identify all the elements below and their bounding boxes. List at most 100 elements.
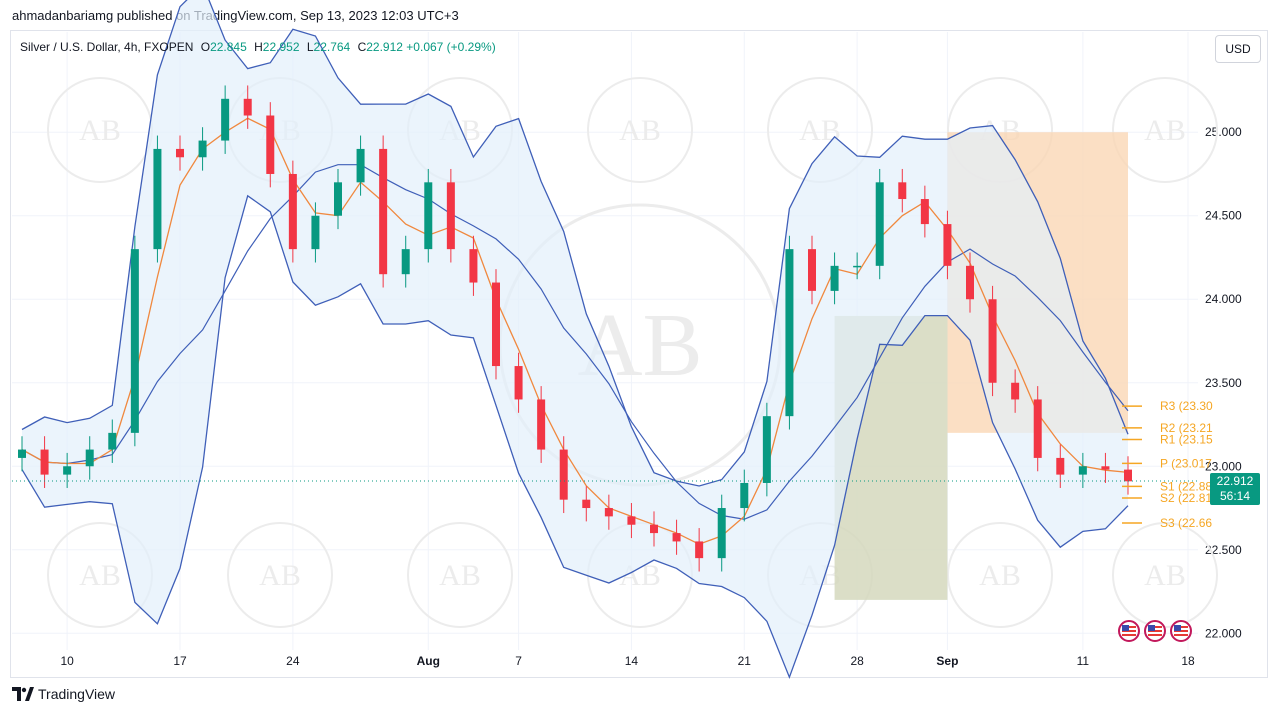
pivot-level-label: P (23.017 <box>1160 456 1212 470</box>
pivot-level-label: R1 (23.15 <box>1160 433 1213 447</box>
candle-body <box>1011 382 1020 400</box>
y-tick-label: 23.000 <box>1205 459 1242 473</box>
candle-body <box>1124 469 1132 482</box>
currency-button[interactable]: USD <box>1215 35 1261 63</box>
watermark-seal <box>407 522 513 628</box>
x-tick-label: 18 <box>1181 654 1195 668</box>
candle-body <box>943 224 952 266</box>
y-tick-label: 25.000 <box>1205 125 1242 139</box>
last-price-box: 22.912 56:14 <box>1210 473 1260 505</box>
candle-body <box>446 182 455 250</box>
open-value: 22.845 <box>210 40 247 54</box>
candle-body <box>63 466 72 475</box>
x-tick-label: 24 <box>286 654 300 668</box>
y-tick-label: 22.500 <box>1205 543 1242 557</box>
candle-body <box>582 499 591 509</box>
y-tick-label: 22.000 <box>1205 626 1242 640</box>
footer: TradingView <box>12 686 115 702</box>
x-tick-label: 28 <box>850 654 864 668</box>
candle-body <box>853 265 862 268</box>
watermark-seal <box>947 522 1053 628</box>
candle-body <box>379 148 388 275</box>
y-tick-label: 23.500 <box>1205 376 1242 390</box>
candle-body <box>762 416 771 483</box>
pivot-level-label: R3 (23.30 <box>1160 399 1213 413</box>
chart-frame[interactable] <box>10 30 1268 678</box>
candle-body <box>401 249 410 275</box>
watermark-initials: AB <box>1144 559 1186 592</box>
candle-body <box>920 199 929 225</box>
candle-body <box>695 541 704 559</box>
candle-body <box>966 265 974 300</box>
candle-body <box>153 148 162 250</box>
candle-body <box>740 482 749 509</box>
x-tick-label: 17 <box>173 654 187 668</box>
watermark-initials: AB <box>439 559 481 592</box>
high-label: H <box>254 40 263 54</box>
bollinger-band-fill <box>22 0 1128 678</box>
chart-legend: Silver / U.S. Dollar, 4h, FXOPEN O22.845… <box>20 40 496 54</box>
candle-body <box>1078 466 1087 475</box>
candle-body <box>40 449 49 475</box>
us-flag-icon[interactable] <box>1118 620 1140 642</box>
candle-body <box>198 140 207 158</box>
candle-body <box>1056 457 1065 475</box>
us-flag-icon[interactable] <box>1144 620 1166 642</box>
bar-countdown: 56:14 <box>1219 489 1251 503</box>
last-price-value: 22.912 <box>1216 474 1254 488</box>
candle-body <box>266 115 275 174</box>
x-tick-label: 11 <box>1077 654 1090 668</box>
x-tick-label: Aug <box>417 654 440 668</box>
candle-body <box>785 249 794 417</box>
x-tick-label: Sep <box>936 654 958 668</box>
candle-body <box>130 249 139 433</box>
candle-body <box>627 516 636 525</box>
open-label: O <box>200 40 211 54</box>
candle-body <box>334 182 342 216</box>
candle-body <box>898 182 907 200</box>
y-tick-label: 24.000 <box>1205 292 1242 306</box>
watermark-seal <box>1112 77 1218 183</box>
y-tick-label: 24.500 <box>1205 209 1242 223</box>
candle-body <box>514 366 523 400</box>
change-value: +0.067 (+0.29%) <box>406 40 496 54</box>
us-flag-icon[interactable] <box>1170 620 1192 642</box>
candle-body <box>424 182 433 250</box>
watermark-initials: AB <box>79 114 121 147</box>
x-tick-label: 10 <box>60 654 74 668</box>
x-tick-label: 21 <box>738 654 752 668</box>
candle-body <box>243 98 252 116</box>
watermark-initials: AB <box>619 114 661 147</box>
candle-body <box>108 432 117 450</box>
slow-moving-average-line <box>21 164 1129 520</box>
candle-body <box>221 98 230 141</box>
candle-body <box>988 299 997 383</box>
watermark-initials: AB <box>79 559 121 592</box>
pivot-level-label: S1 (22.88 <box>1160 479 1212 493</box>
low-value: 22.764 <box>313 40 351 54</box>
x-tick-label: 7 <box>515 654 522 668</box>
candle-body <box>85 449 94 467</box>
candle-body <box>604 508 613 517</box>
bollinger-lower-line <box>21 194 1129 680</box>
watermark-seal <box>587 77 693 183</box>
bollinger-upper-line <box>21 0 1129 487</box>
watermark-initials: AB <box>1144 114 1186 147</box>
close-label: C <box>357 40 367 54</box>
high-value: 22.952 <box>262 40 300 54</box>
pivot-level-label: S3 (22.66 <box>1160 516 1212 530</box>
candle-body <box>717 508 726 559</box>
candle-body <box>1033 399 1042 458</box>
tradingview-logo-icon <box>12 687 34 701</box>
candle-body <box>672 533 681 542</box>
close-value: 22.912 <box>366 40 403 54</box>
watermark-initials: AB <box>259 559 301 592</box>
candle-body <box>808 249 816 291</box>
symbol-label: Silver / U.S. Dollar, 4h, FXOPEN <box>20 40 194 54</box>
candle-body <box>492 282 500 367</box>
watermark-initials: AB <box>979 559 1021 592</box>
candle-body <box>830 265 839 291</box>
x-tick-label: 14 <box>625 654 639 668</box>
candle-body <box>650 524 658 534</box>
